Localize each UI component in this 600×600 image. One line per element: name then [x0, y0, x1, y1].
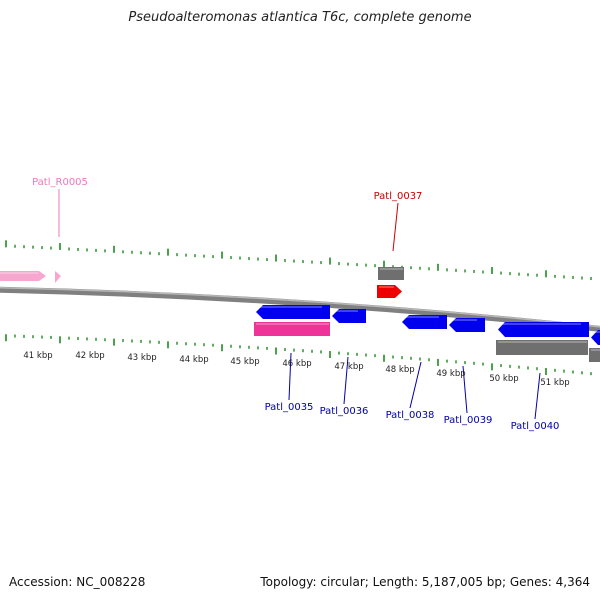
- patl-0036-label[interactable]: Patl_0036: [320, 406, 369, 417]
- kbp-label: 47 kbp: [334, 362, 363, 372]
- genome-title: Pseudoalteromonas atlantica T6c, complet…: [128, 10, 472, 25]
- patl-0041-cds[interactable]: [591, 330, 600, 345]
- leader-layer: [58, 189, 541, 420]
- gene-label-layer: Patl_R0005 Patl_0037 Patl_0035 Patl_0036 Pat…: [32, 177, 559, 432]
- kbp-label: 42 kbp: [75, 351, 104, 361]
- patl-0039-label[interactable]: Patl_0039: [444, 415, 493, 426]
- accession-label: Accession: NC_008228: [9, 575, 146, 589]
- kbp-label: 51 kbp: [540, 378, 569, 388]
- patl-r0005-label[interactable]: Patl_R0005: [32, 177, 88, 188]
- genome-backbone-highlight: [0, 286, 600, 328]
- patl-0035-cds[interactable]: [256, 305, 330, 319]
- kbp-label: 48 kbp: [385, 365, 414, 375]
- patl-0039-cds[interactable]: [449, 318, 485, 332]
- kbp-label: 45 kbp: [230, 357, 259, 367]
- rna-left[interactable]: [0, 271, 46, 281]
- patl-0040-leader: [534, 372, 541, 420]
- kbp-label: 50 kbp: [489, 374, 518, 384]
- patl-0035-label[interactable]: Patl_0035: [265, 402, 314, 413]
- kbp-label: 46 kbp: [282, 359, 311, 369]
- kbp-label: 41 kbp: [23, 351, 52, 361]
- patl-0037-gene[interactable]: [378, 267, 404, 280]
- genome-backbone: [0, 286, 600, 332]
- patl-0037-label[interactable]: Patl_0037: [374, 191, 423, 202]
- patl-0037-cds[interactable]: [377, 285, 402, 298]
- patl-0041-gene[interactable]: [589, 348, 600, 362]
- patl-0038-label[interactable]: Patl_0038: [386, 410, 435, 421]
- patl-0036-cds[interactable]: [332, 309, 366, 323]
- scale-label-layer: 41 kbp 42 kbp 43 kbp 44 kbp 45 kbp 46 kbp 47 k…: [23, 351, 569, 388]
- kbp-label: 49 kbp: [436, 369, 465, 379]
- patl-0040-cds[interactable]: [498, 322, 589, 337]
- patl-0038-leader: [409, 361, 422, 409]
- patl-0040-label[interactable]: Patl_0040: [511, 421, 560, 432]
- patl-0036-leader: [343, 356, 349, 405]
- patl-0040-gene[interactable]: [496, 340, 588, 355]
- genome-summary: Topology: circular; Length: 5,187,005 bp…: [260, 575, 590, 589]
- kbp-label: 44 kbp: [179, 355, 208, 365]
- patl-0037-leader: [392, 202, 399, 252]
- patl-0038-cds[interactable]: [402, 315, 447, 329]
- feature-layer: [0, 267, 600, 362]
- tick-layer: [5, 240, 592, 376]
- patl-0039-leader: [462, 365, 468, 414]
- patl-0035-leader: [288, 352, 292, 401]
- patl-0035-gene[interactable]: [254, 322, 330, 336]
- rna-left-fragment: [55, 271, 61, 283]
- kbp-label: 43 kbp: [127, 353, 156, 363]
